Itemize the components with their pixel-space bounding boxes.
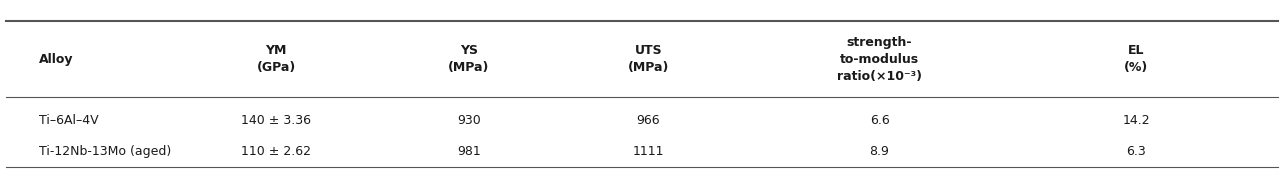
Text: strength-
to-modulus
ratio(×10⁻³): strength- to-modulus ratio(×10⁻³) (837, 36, 922, 83)
Text: 981: 981 (457, 145, 480, 158)
Text: 930: 930 (457, 114, 480, 126)
Text: 6.3: 6.3 (1126, 145, 1147, 158)
Text: Ti–6Al–4V: Ti–6Al–4V (39, 114, 98, 126)
Text: Ti-12Nb-13Mo (aged): Ti-12Nb-13Mo (aged) (39, 145, 171, 158)
Text: 6.6: 6.6 (869, 114, 890, 126)
Text: UTS
(MPa): UTS (MPa) (628, 44, 669, 74)
Text: EL
(%): EL (%) (1125, 44, 1148, 74)
Text: 966: 966 (637, 114, 660, 126)
Text: 1111: 1111 (633, 145, 664, 158)
Text: 8.9: 8.9 (869, 145, 890, 158)
Text: Alloy: Alloy (39, 53, 73, 66)
Text: 110 ± 2.62: 110 ± 2.62 (241, 145, 311, 158)
Text: 140 ± 3.36: 140 ± 3.36 (241, 114, 311, 126)
Text: YM
(GPa): YM (GPa) (257, 44, 295, 74)
Text: 14.2: 14.2 (1122, 114, 1150, 126)
Text: YS
(MPa): YS (MPa) (448, 44, 489, 74)
